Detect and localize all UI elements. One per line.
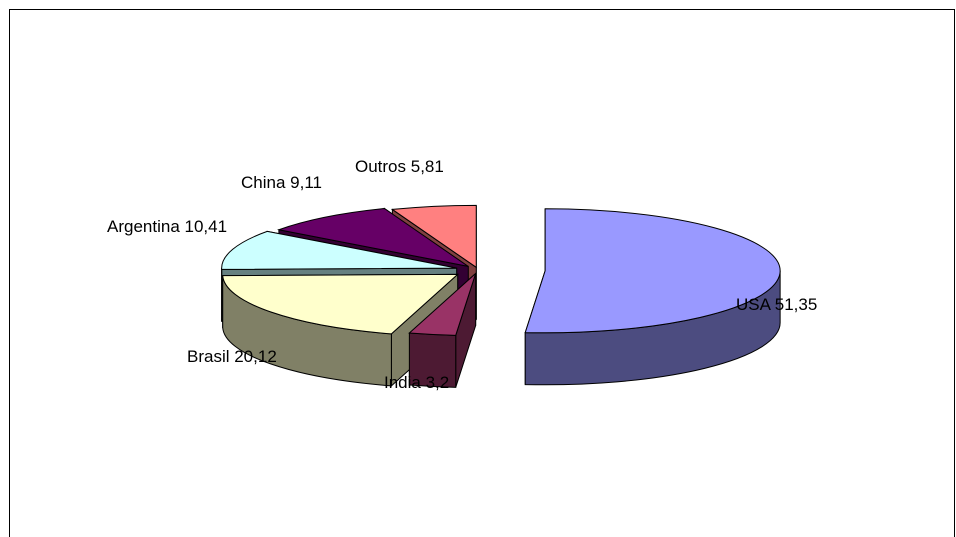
- pie-labels: USA 51,35 India 3,2 Brasil 20,12 Argenti…: [107, 157, 817, 392]
- slice-top-argentina: [221, 230, 457, 270]
- pie-slices: [221, 204, 781, 388]
- data-label-outros: Outros 5,81: [355, 157, 444, 176]
- slice-top-usa: [524, 208, 781, 334]
- data-label-usa: USA 51,35: [736, 295, 817, 314]
- data-label-china: China 9,11: [241, 173, 322, 192]
- slice-top-brasil: [222, 273, 459, 335]
- slice-top-china: [276, 207, 469, 267]
- slice-top-india: [408, 271, 477, 336]
- data-label-argentina: Argentina 10,41: [107, 217, 227, 236]
- slice-top-outros: [390, 204, 477, 269]
- chart-frame: [9, 9, 955, 537]
- data-label-india: India 3,2: [384, 373, 449, 392]
- data-label-brasil: Brasil 20,12: [187, 347, 277, 366]
